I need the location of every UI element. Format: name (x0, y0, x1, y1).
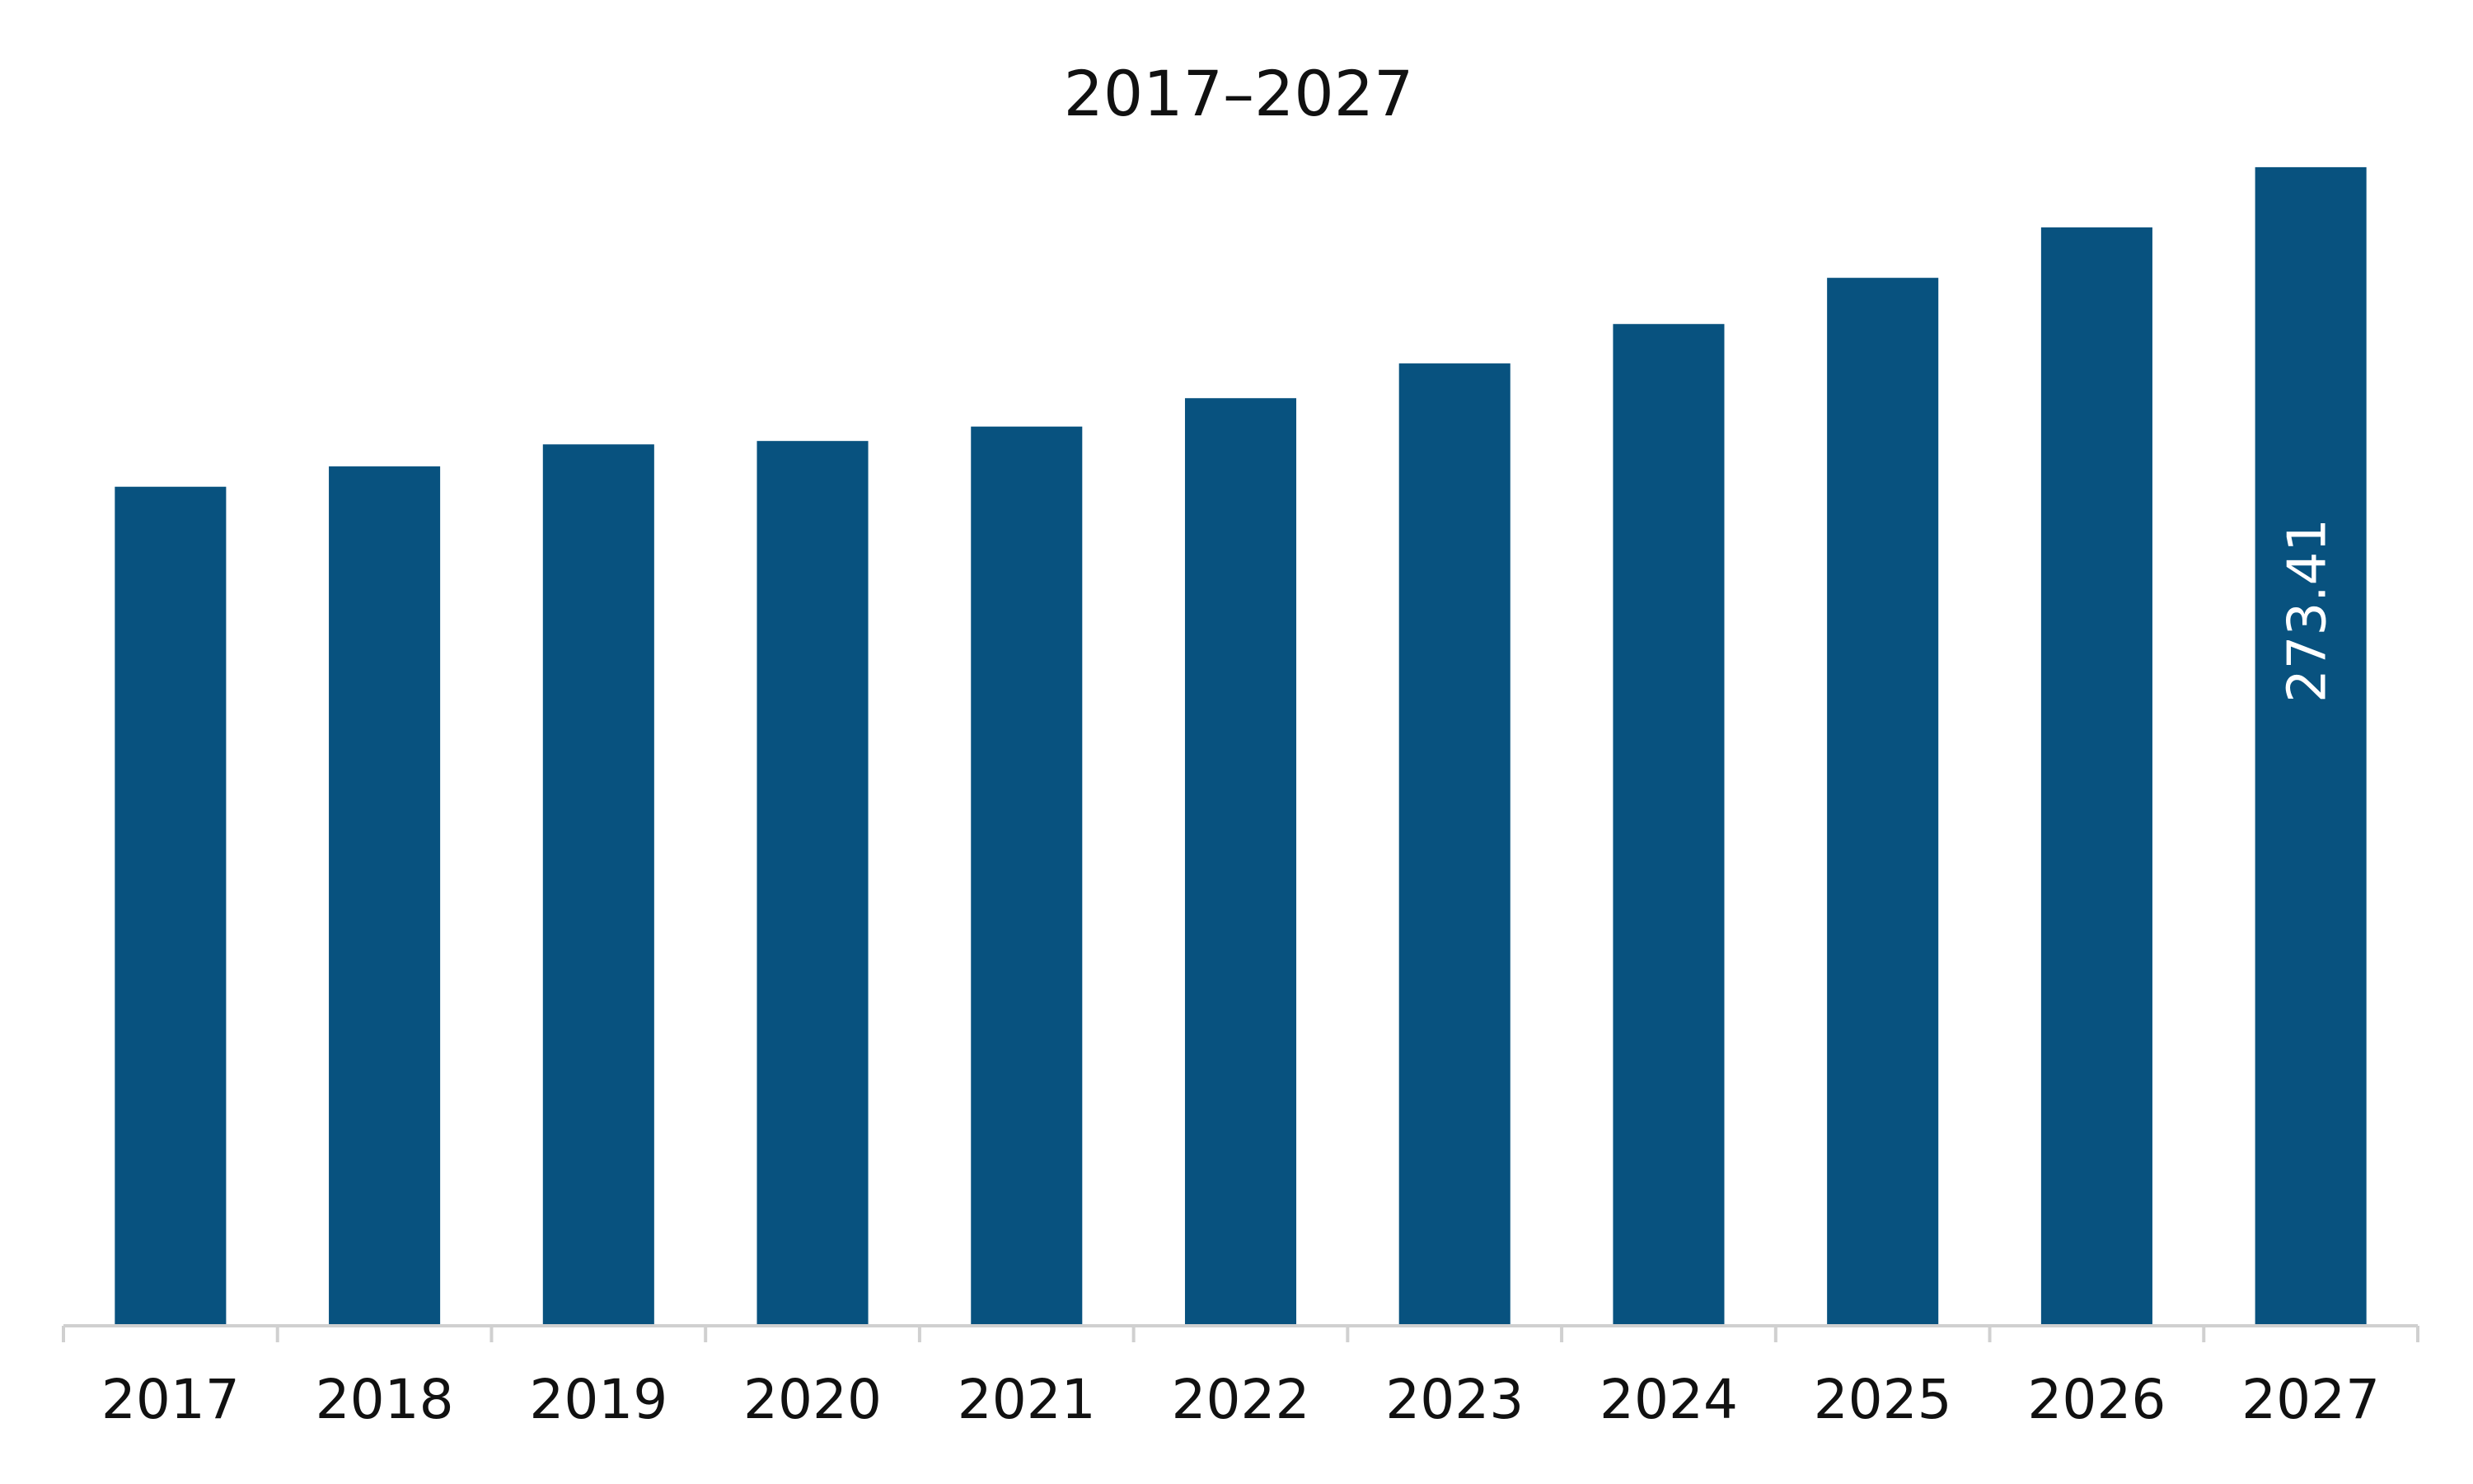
x-tick-label: 2021 (958, 1368, 1096, 1431)
bar (971, 426, 1083, 1326)
x-tick-label: 2020 (743, 1368, 882, 1431)
value-label: 273.41 (2278, 518, 2339, 703)
x-tick-label: 2025 (1814, 1368, 1952, 1431)
x-tick-label: 2023 (1385, 1368, 1524, 1431)
bar (329, 466, 441, 1326)
bar (756, 441, 869, 1327)
bar (2040, 227, 2152, 1326)
bar (542, 444, 654, 1327)
bar (1398, 363, 1510, 1326)
x-tick-label: 2017 (101, 1368, 240, 1431)
x-tick-label: 2018 (316, 1368, 454, 1431)
x-tick-label: 2019 (529, 1368, 667, 1431)
x-tick-label: 2024 (1599, 1368, 1738, 1431)
x-tick-label: 2022 (1172, 1368, 1310, 1431)
x-tick-label: 2026 (2027, 1368, 2166, 1431)
bar (2255, 166, 2367, 1326)
x-tick-label: 2027 (2241, 1368, 2380, 1431)
bar (115, 486, 227, 1326)
bar (1827, 278, 1939, 1327)
bar (1184, 398, 1297, 1327)
chart-title: 2017–2027 (1064, 57, 1414, 130)
bar (1613, 324, 1725, 1327)
